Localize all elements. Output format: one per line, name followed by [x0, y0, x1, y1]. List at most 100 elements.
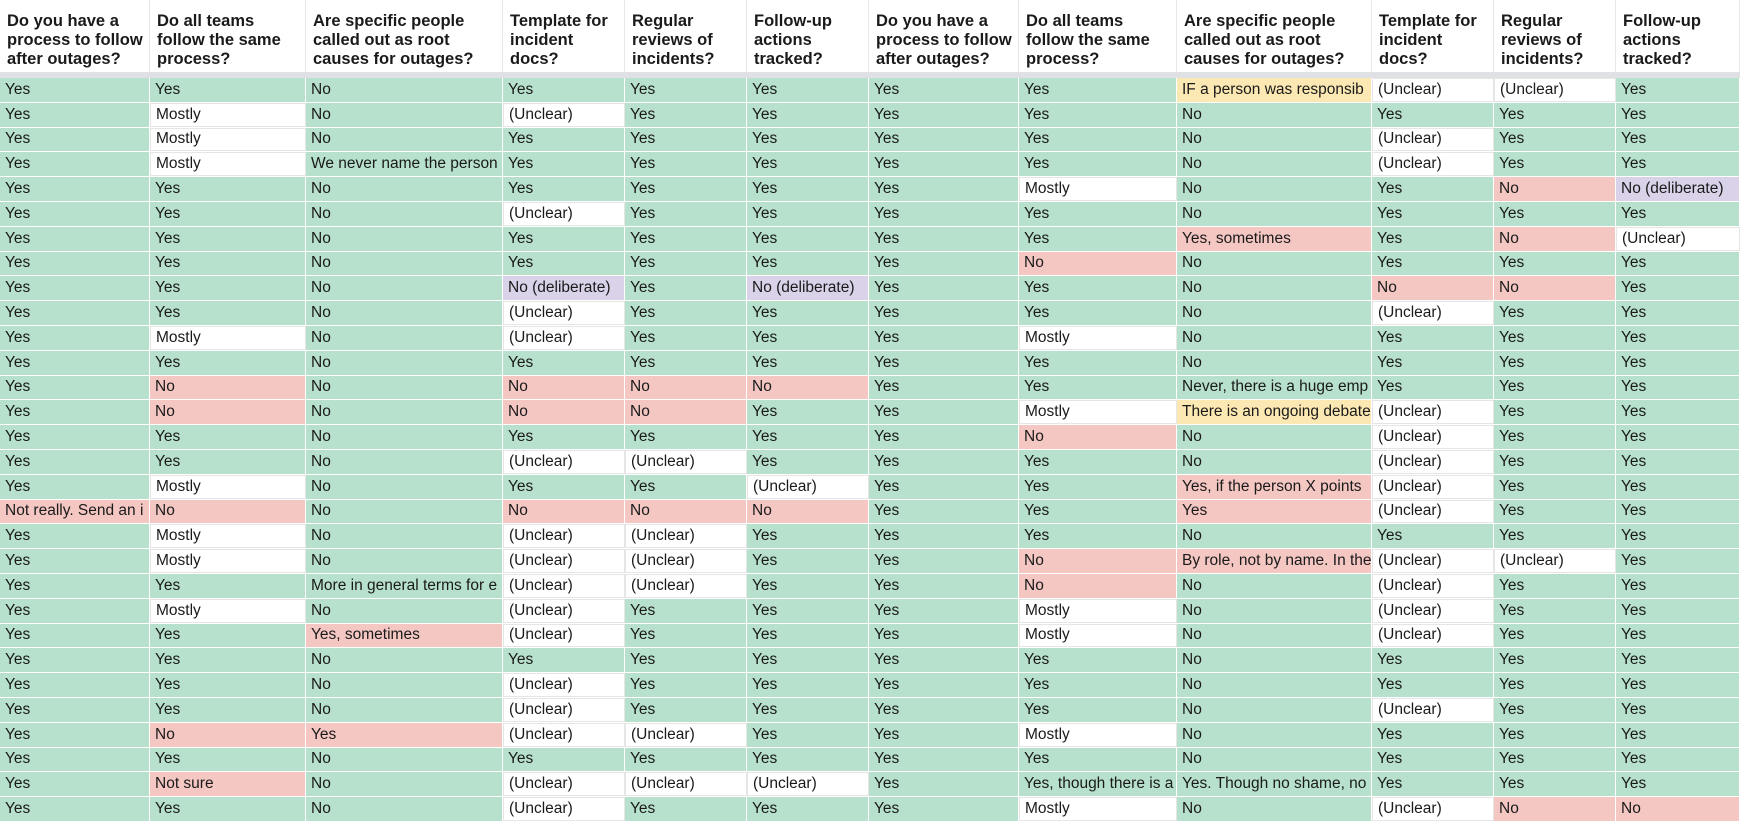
cell-template[interactable]: (Unclear) — [503, 102, 625, 127]
cell-same-process[interactable]: Yes — [150, 201, 306, 226]
cell-template[interactable]: Yes — [503, 474, 625, 499]
cell-reviews[interactable]: Yes — [1494, 201, 1616, 226]
cell-same-process[interactable]: Yes — [1019, 474, 1177, 499]
cell-follow-up[interactable]: Yes — [1616, 325, 1740, 350]
cell-reviews[interactable]: Yes — [1494, 152, 1616, 177]
cell-reviews[interactable]: Yes — [625, 797, 747, 821]
cell-follow-up[interactable]: Yes — [1616, 449, 1740, 474]
cell-reviews[interactable]: Yes — [625, 747, 747, 772]
cell-root-causes[interactable]: No — [306, 350, 503, 375]
cell-reviews[interactable]: Yes — [1494, 697, 1616, 722]
cell-template[interactable]: Yes — [1372, 524, 1494, 549]
cell-follow-up[interactable]: Yes — [747, 797, 869, 821]
cell-root-causes[interactable]: No — [1177, 251, 1372, 276]
cell-follow-up[interactable]: No — [747, 499, 869, 524]
cell-same-process[interactable]: Yes — [150, 623, 306, 648]
cell-process[interactable]: Yes — [0, 276, 150, 301]
cell-reviews[interactable]: Yes — [1494, 325, 1616, 350]
cell-follow-up[interactable]: Yes — [747, 449, 869, 474]
cell-reviews[interactable]: Yes — [625, 648, 747, 673]
cell-same-process[interactable]: Mostly — [150, 549, 306, 573]
cell-template[interactable]: Yes — [503, 648, 625, 673]
cell-process[interactable]: Yes — [0, 177, 150, 201]
cell-reviews[interactable]: Yes — [625, 350, 747, 375]
cell-root-causes[interactable]: Yes, if the person X points — [1177, 474, 1372, 499]
cell-reviews[interactable]: Yes — [1494, 375, 1616, 400]
column-header-same-process[interactable]: Do all teams follow the same process? — [150, 0, 306, 72]
cell-same-process[interactable]: Mostly — [1019, 722, 1177, 747]
cell-root-causes[interactable]: No — [306, 524, 503, 549]
cell-root-causes[interactable]: No — [1177, 350, 1372, 375]
cell-follow-up[interactable]: Yes — [1616, 152, 1740, 177]
cell-template[interactable]: (Unclear) — [1372, 152, 1494, 177]
cell-same-process[interactable]: Yes — [150, 697, 306, 722]
cell-template[interactable]: (Unclear) — [503, 549, 625, 573]
cell-root-causes[interactable]: No — [306, 549, 503, 573]
cell-same-process[interactable]: Not sure — [150, 772, 306, 797]
cell-process[interactable]: Yes — [869, 549, 1019, 573]
cell-follow-up[interactable]: Yes — [1616, 78, 1740, 102]
cell-root-causes[interactable]: No — [1177, 425, 1372, 449]
cell-template[interactable]: (Unclear) — [503, 573, 625, 598]
cell-process[interactable]: Yes — [869, 350, 1019, 375]
cell-root-causes[interactable]: No — [1177, 573, 1372, 598]
cell-root-causes[interactable]: No — [1177, 623, 1372, 648]
cell-follow-up[interactable]: Yes — [1616, 573, 1740, 598]
cell-root-causes[interactable]: No — [306, 747, 503, 772]
cell-reviews[interactable]: Yes — [1494, 722, 1616, 747]
column-header-follow-up[interactable]: Follow-up actions tracked? — [1616, 0, 1740, 72]
cell-template[interactable]: (Unclear) — [1372, 400, 1494, 425]
cell-follow-up[interactable]: Yes — [747, 400, 869, 425]
cell-reviews[interactable]: Yes — [625, 78, 747, 102]
cell-follow-up[interactable]: (Unclear) — [1616, 226, 1740, 251]
cell-follow-up[interactable]: (Unclear) — [747, 474, 869, 499]
cell-root-causes[interactable]: No — [306, 797, 503, 821]
cell-same-process[interactable]: No — [150, 375, 306, 400]
cell-root-causes[interactable]: Yes, sometimes — [1177, 226, 1372, 251]
cell-same-process[interactable]: Yes — [1019, 201, 1177, 226]
cell-follow-up[interactable]: Yes — [747, 102, 869, 127]
cell-template[interactable]: Yes — [1372, 325, 1494, 350]
cell-follow-up[interactable]: Yes — [1616, 673, 1740, 697]
cell-process[interactable]: Yes — [0, 524, 150, 549]
cell-template[interactable]: (Unclear) — [503, 449, 625, 474]
cell-same-process[interactable]: Yes — [150, 301, 306, 325]
cell-root-causes[interactable]: No — [306, 201, 503, 226]
cell-same-process[interactable]: Yes, though there is a — [1019, 772, 1177, 797]
cell-same-process[interactable]: Mostly — [150, 325, 306, 350]
cell-process[interactable]: Yes — [0, 697, 150, 722]
cell-template[interactable]: (Unclear) — [1372, 449, 1494, 474]
cell-template[interactable]: (Unclear) — [1372, 573, 1494, 598]
cell-same-process[interactable]: Yes — [1019, 524, 1177, 549]
cell-follow-up[interactable]: Yes — [747, 127, 869, 152]
cell-reviews[interactable]: Yes — [625, 598, 747, 623]
cell-follow-up[interactable]: Yes — [1616, 102, 1740, 127]
cell-follow-up[interactable]: Yes — [1616, 524, 1740, 549]
cell-same-process[interactable]: Yes — [150, 573, 306, 598]
cell-reviews[interactable]: Yes — [625, 177, 747, 201]
cell-template[interactable]: Yes — [503, 226, 625, 251]
cell-same-process[interactable]: Yes — [150, 449, 306, 474]
cell-same-process[interactable]: Yes — [150, 350, 306, 375]
cell-process[interactable]: Yes — [0, 350, 150, 375]
cell-root-causes[interactable]: No — [306, 449, 503, 474]
cell-follow-up[interactable]: Yes — [747, 350, 869, 375]
cell-same-process[interactable]: No — [150, 400, 306, 425]
cell-template[interactable]: (Unclear) — [503, 623, 625, 648]
cell-template[interactable]: No — [503, 375, 625, 400]
cell-same-process[interactable]: Mostly — [1019, 797, 1177, 821]
cell-same-process[interactable]: Mostly — [150, 474, 306, 499]
cell-process[interactable]: Yes — [0, 325, 150, 350]
cell-process[interactable]: Yes — [869, 449, 1019, 474]
cell-same-process[interactable]: Yes — [150, 747, 306, 772]
cell-reviews[interactable]: Yes — [1494, 598, 1616, 623]
cell-same-process[interactable]: No — [1019, 425, 1177, 449]
cell-root-causes[interactable]: No — [1177, 598, 1372, 623]
cell-root-causes[interactable]: No — [306, 499, 503, 524]
cell-root-causes[interactable]: No — [1177, 449, 1372, 474]
cell-reviews[interactable]: (Unclear) — [625, 772, 747, 797]
cell-follow-up[interactable]: No (deliberate) — [747, 276, 869, 301]
cell-same-process[interactable]: No — [150, 722, 306, 747]
cell-reviews[interactable]: Yes — [625, 425, 747, 449]
cell-process[interactable]: Yes — [0, 598, 150, 623]
